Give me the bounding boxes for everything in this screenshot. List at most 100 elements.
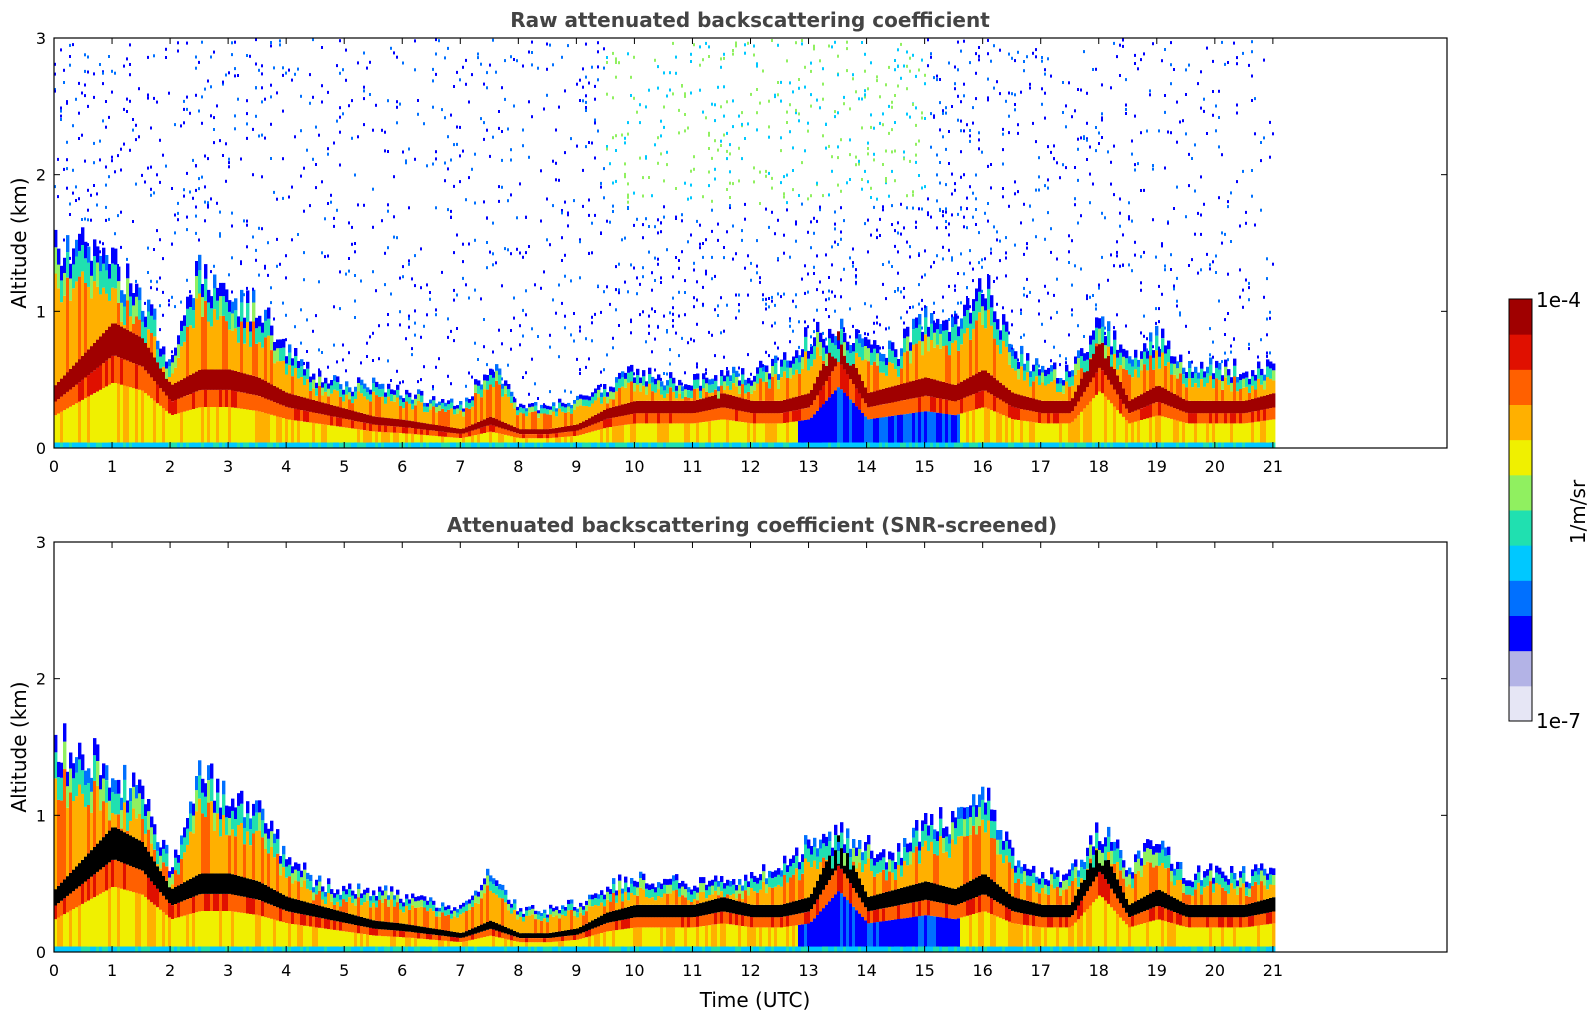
heatmap-cell xyxy=(858,357,861,375)
heatmap-cell xyxy=(1254,443,1257,449)
noise-point xyxy=(1059,176,1061,179)
noise-point xyxy=(444,116,446,119)
heatmap-cell xyxy=(414,395,417,399)
heatmap-cell xyxy=(348,400,351,410)
heatmap-cell xyxy=(1032,411,1035,422)
heatmap-cell xyxy=(774,374,777,401)
heatmap-cell xyxy=(375,432,378,443)
heatmap-cell xyxy=(882,417,885,442)
noise-point xyxy=(864,89,866,92)
heatmap-cell xyxy=(552,412,555,429)
noise-point xyxy=(312,96,314,99)
heatmap-cell xyxy=(708,385,711,393)
noise-point xyxy=(1068,81,1070,84)
noise-point xyxy=(729,204,731,207)
noise-point xyxy=(777,44,779,47)
noise-point xyxy=(432,385,434,388)
heatmap-cell xyxy=(1161,353,1164,388)
noise-point xyxy=(1110,253,1112,256)
heatmap-cell xyxy=(462,438,465,443)
noise-point xyxy=(753,166,755,169)
noise-point xyxy=(285,276,287,279)
heatmap-cell xyxy=(1137,378,1140,396)
heatmap-cell xyxy=(360,380,363,386)
noise-point xyxy=(522,65,524,68)
heatmap-cell xyxy=(1263,375,1266,381)
noise-point xyxy=(900,290,902,293)
heatmap-cell xyxy=(1044,443,1047,449)
heatmap-cell xyxy=(237,443,240,449)
heatmap-cell xyxy=(735,443,738,449)
noise-point xyxy=(1134,115,1136,118)
heatmap-cell xyxy=(600,397,603,404)
heatmap-cell xyxy=(690,413,693,423)
noise-point xyxy=(663,179,665,182)
noise-point xyxy=(696,280,698,283)
heatmap-cell xyxy=(372,383,375,391)
heatmap-cell xyxy=(846,396,849,443)
heatmap-cell xyxy=(819,342,822,356)
heatmap-cell xyxy=(984,391,987,408)
noise-point xyxy=(960,176,962,179)
heatmap-cell xyxy=(1110,346,1113,354)
noise-point xyxy=(777,93,779,96)
noise-point xyxy=(513,397,515,400)
noise-point xyxy=(450,330,452,333)
heatmap-cell xyxy=(141,311,144,322)
heatmap-cell xyxy=(1035,423,1038,443)
noise-point xyxy=(57,195,59,198)
noise-point xyxy=(744,203,746,206)
noise-point xyxy=(285,254,287,257)
noise-point xyxy=(999,259,1001,262)
heatmap-cell xyxy=(588,407,591,419)
heatmap-cell xyxy=(381,384,384,389)
noise-point xyxy=(897,287,899,290)
heatmap-cell xyxy=(117,325,120,357)
heatmap-cell xyxy=(981,391,984,408)
heatmap-cell xyxy=(1074,443,1077,449)
heatmap-cell xyxy=(1140,443,1143,449)
noise-point xyxy=(918,140,920,143)
heatmap-cell xyxy=(84,398,87,442)
heatmap-cell xyxy=(204,443,207,449)
noise-point xyxy=(696,362,698,365)
heatmap-cell xyxy=(1050,382,1053,401)
noise-point xyxy=(228,273,230,276)
heatmap-cell xyxy=(225,321,228,369)
noise-point xyxy=(261,100,263,103)
heatmap-cell xyxy=(564,413,567,427)
heatmap-cell xyxy=(1020,409,1023,421)
heatmap-cell xyxy=(894,357,897,369)
heatmap-cell xyxy=(672,443,675,449)
heatmap-cell xyxy=(936,319,939,329)
heatmap-cell xyxy=(435,425,438,431)
noise-point xyxy=(954,189,956,192)
heatmap-cell xyxy=(201,390,204,407)
heatmap-cell xyxy=(873,418,876,442)
heatmap-cell xyxy=(951,401,954,415)
heatmap-cell xyxy=(729,443,732,449)
noise-point xyxy=(906,113,908,116)
heatmap-cell xyxy=(1197,373,1200,379)
heatmap-cell xyxy=(456,414,459,429)
noise-point xyxy=(915,154,917,157)
noise-point xyxy=(261,64,263,67)
noise-point xyxy=(765,208,767,211)
noise-point xyxy=(828,290,830,293)
noise-point xyxy=(972,192,974,195)
heatmap-cell xyxy=(387,443,390,449)
heatmap-cell xyxy=(516,438,519,443)
heatmap-cell xyxy=(810,443,813,449)
heatmap-cell xyxy=(1152,417,1155,443)
noise-point xyxy=(1029,291,1031,294)
noise-point xyxy=(930,112,932,115)
heatmap-cell xyxy=(192,443,195,449)
heatmap-cell xyxy=(903,383,906,400)
heatmap-cell xyxy=(528,404,531,408)
noise-point xyxy=(432,68,434,71)
noise-point xyxy=(1236,112,1238,115)
top-panel: Raw attenuated backscattering coefficien… xyxy=(7,8,1447,476)
noise-point xyxy=(1017,123,1019,126)
heatmap-cell xyxy=(513,443,516,449)
heatmap-cell xyxy=(297,368,300,378)
